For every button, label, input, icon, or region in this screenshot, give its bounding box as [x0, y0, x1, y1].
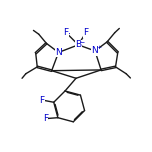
Text: N: N [92, 46, 98, 55]
Text: B: B [75, 40, 81, 49]
Text: F: F [39, 96, 44, 105]
Text: F: F [43, 114, 48, 123]
Text: −: − [79, 39, 85, 44]
Text: F: F [83, 28, 88, 37]
Text: .: . [68, 26, 71, 36]
Text: N: N [55, 48, 62, 57]
Text: +: + [97, 45, 102, 50]
Text: F: F [64, 28, 69, 37]
